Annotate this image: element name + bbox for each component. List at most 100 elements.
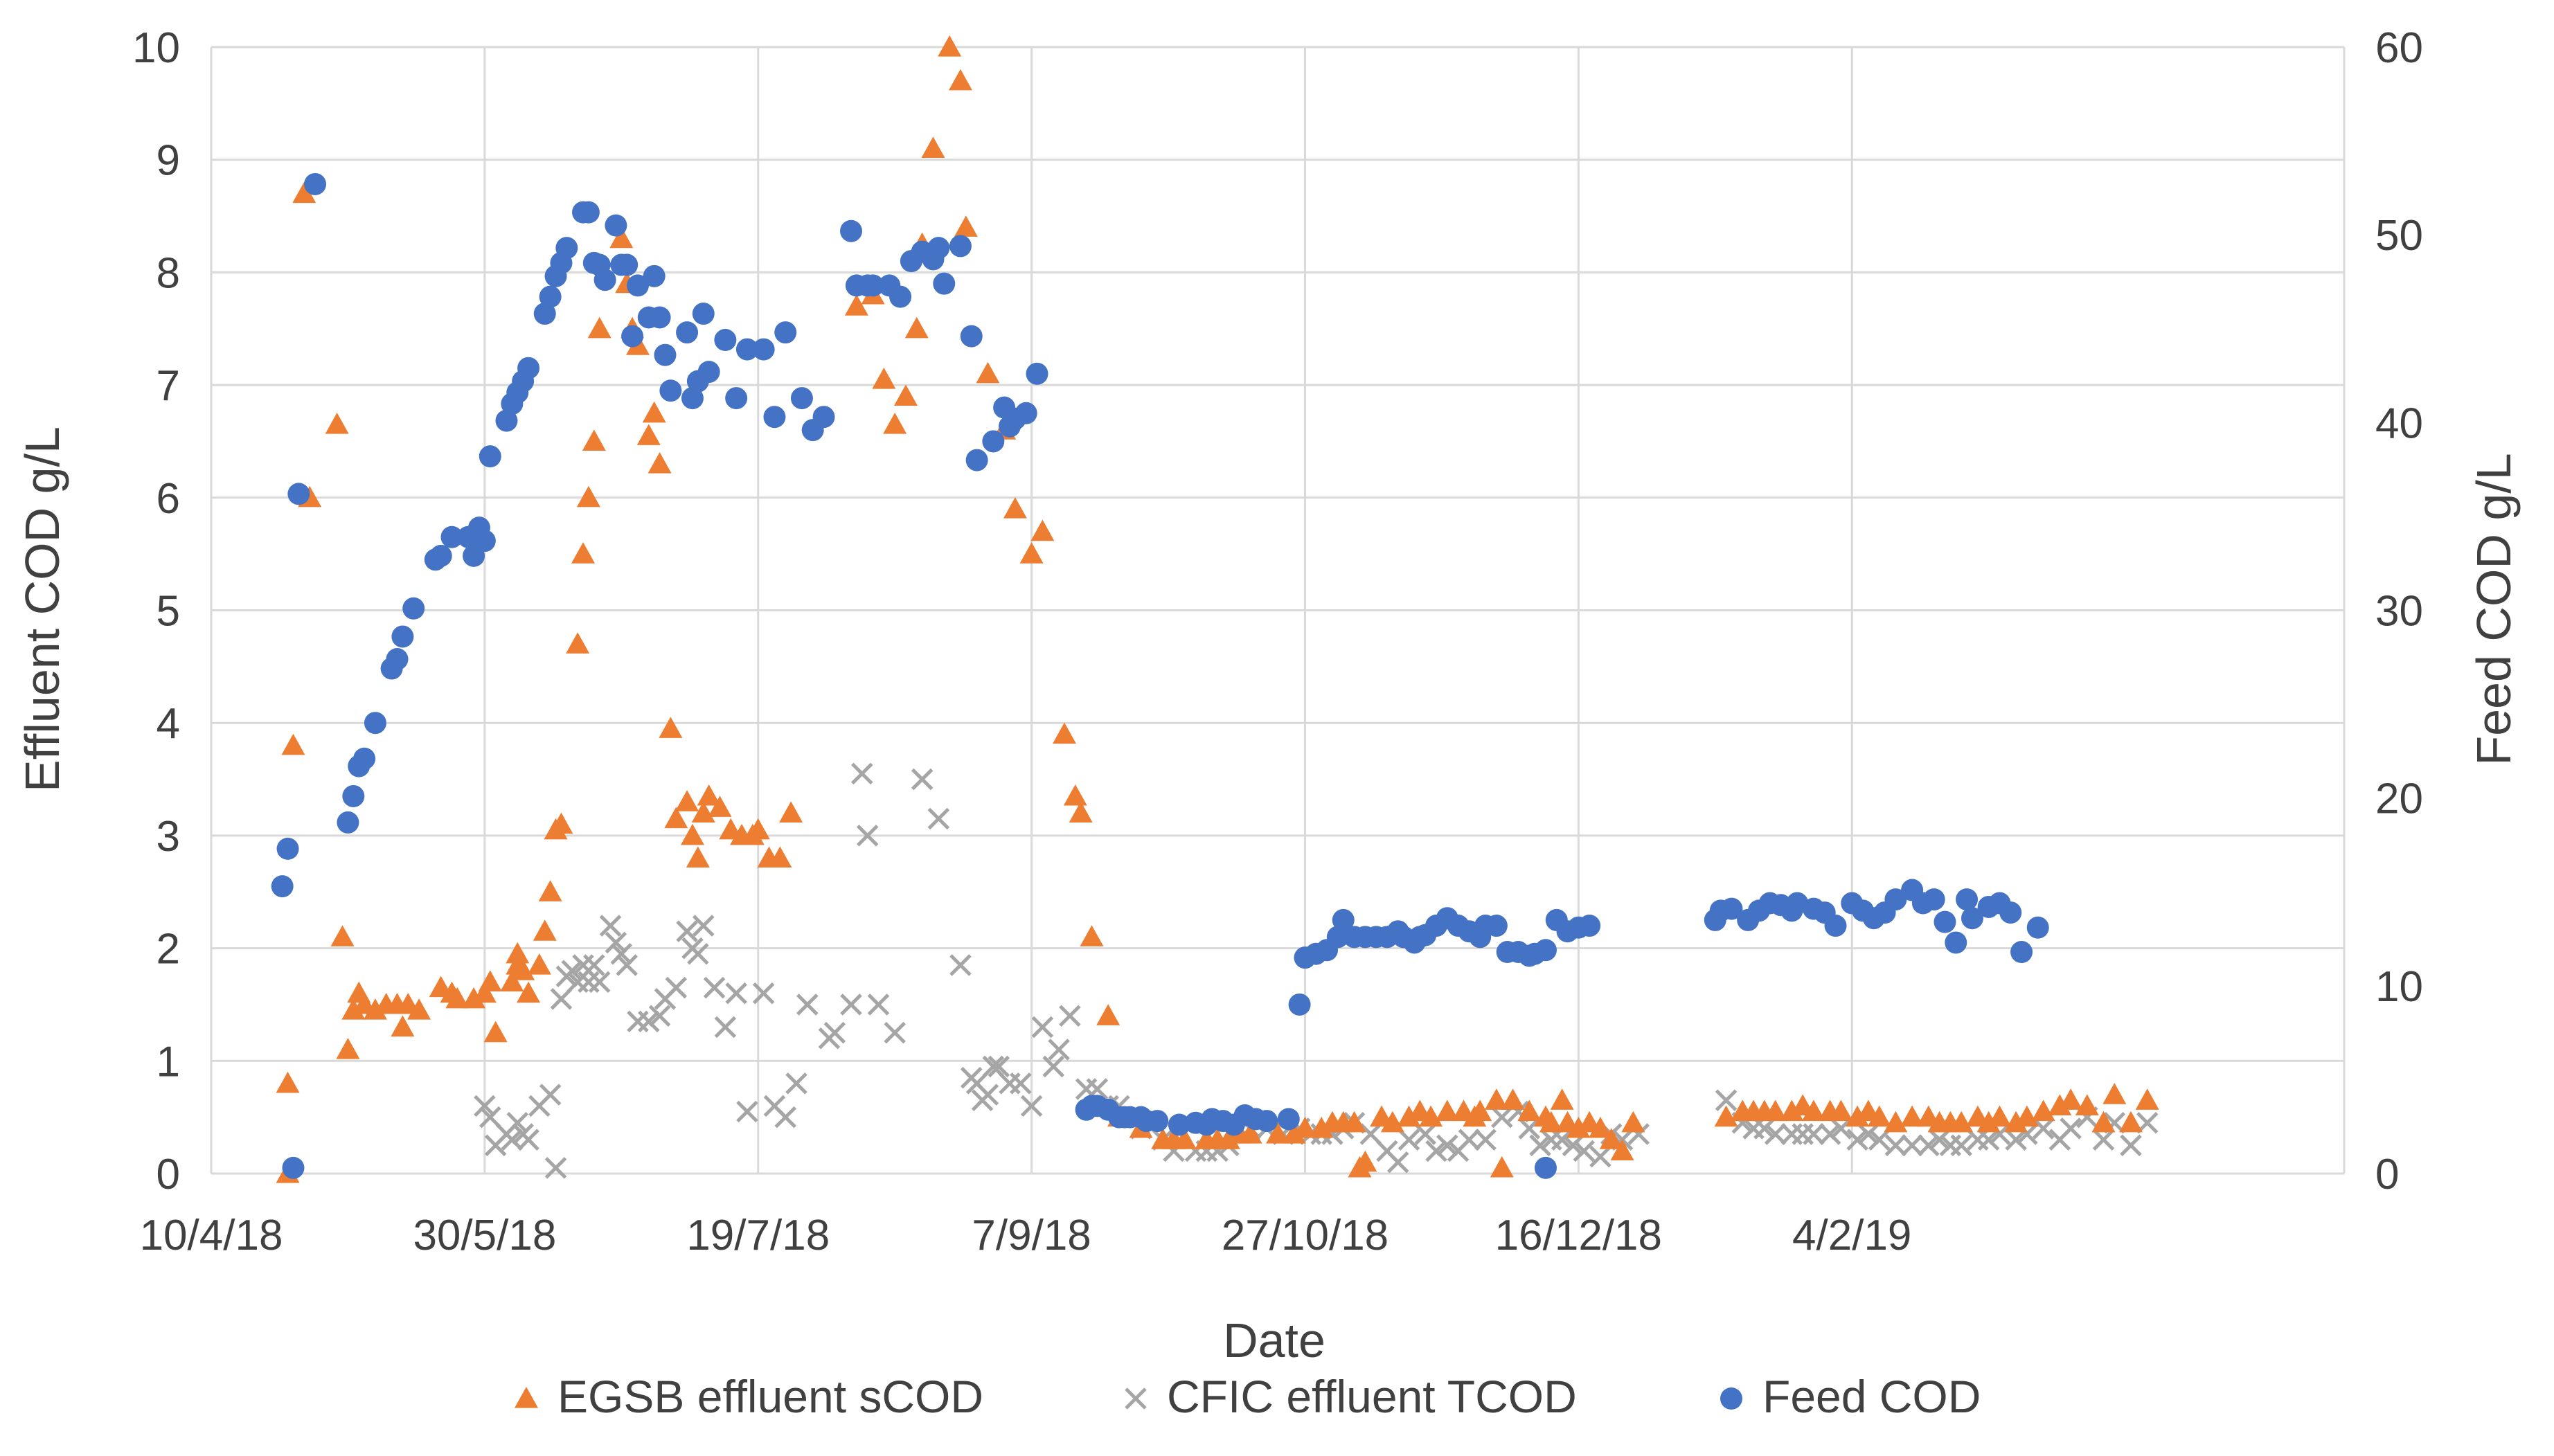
cfic-point: [1425, 1140, 1447, 1162]
feed-point: [440, 525, 463, 548]
feed-point: [391, 625, 414, 648]
feed-point: [1168, 1113, 1190, 1136]
cfic-point: [539, 1084, 562, 1106]
cfic-point: [1846, 1129, 1868, 1151]
x-tick-label: 16/12/18: [1495, 1212, 1662, 1259]
feed-point: [659, 379, 682, 402]
egsb-point: [462, 987, 486, 1009]
cfic-point-stroke: [638, 1010, 660, 1033]
egsb-point: [511, 959, 535, 980]
egsb-point: [1829, 1099, 1853, 1122]
cfic-point-stroke: [785, 1072, 807, 1095]
feed-point: [282, 1156, 305, 1179]
cfic-point-stroke: [736, 1100, 758, 1123]
cfic-point: [687, 942, 709, 965]
cfic-point: [714, 1016, 737, 1039]
cfic-point-stroke: [1977, 1129, 2000, 1151]
cfic-point: [725, 982, 747, 1005]
cfic-point: [752, 982, 775, 1005]
egsb-point: [527, 953, 551, 975]
feed-point: [342, 784, 365, 807]
cfic-point-stroke: [1020, 1095, 1043, 1117]
legend: EGSB effluent sCOD CFIC effluent TCOD Feed…: [515, 1371, 1981, 1422]
feed-point: [353, 747, 376, 770]
x-tick-label: 4/2/19: [1792, 1212, 1911, 1259]
y2-axis-title: Feed COD g/L: [2467, 453, 2521, 765]
egsb-point: [2119, 1111, 2143, 1133]
feed-point: [812, 406, 835, 429]
egsb-point: [1763, 1099, 1787, 1122]
egsb-point: [1484, 1088, 1508, 1110]
feed-point: [1922, 888, 1945, 911]
egsb-point: [779, 801, 803, 823]
y-tick-label: 9: [157, 137, 180, 185]
cfic-point: [736, 1100, 758, 1123]
cfic-point: [851, 762, 873, 785]
feed-point: [735, 338, 758, 361]
egsb-point: [1397, 1105, 1421, 1127]
feed-point: [2026, 916, 2049, 939]
feed-point: [676, 321, 699, 344]
cfic-point-stroke: [517, 1129, 539, 1151]
cfic-point-stroke: [1819, 1123, 1841, 1145]
cfic-point: [796, 994, 819, 1016]
y2-tick-label: 30: [2375, 588, 2423, 636]
egsb-point: [2004, 1111, 2028, 1133]
egsb-point: [483, 1021, 508, 1043]
cfic-point-stroke: [687, 942, 709, 965]
feed-point: [1485, 915, 1508, 937]
cfic-point-stroke: [2032, 1117, 2055, 1140]
cfic-point-stroke: [583, 954, 605, 976]
cfic-point-stroke: [982, 1055, 1005, 1078]
feed-point: [1277, 1108, 1300, 1131]
cfic-point: [605, 931, 627, 954]
cfic-point: [1764, 1123, 1787, 1145]
egsb-point: [2031, 1099, 2055, 1122]
cfic-point-stroke: [840, 994, 862, 1016]
cfic-point: [703, 976, 726, 999]
egsb-point: [904, 316, 929, 339]
egsb-point: [391, 1015, 415, 1037]
y-tick-label: 10: [132, 24, 180, 72]
cfic-point-stroke: [1507, 1100, 1530, 1123]
egsb-point: [1501, 1088, 1525, 1110]
cfic-point-stroke: [561, 960, 583, 982]
cfic-point-stroke: [867, 994, 890, 1016]
cfic-point-stroke: [539, 1084, 562, 1106]
egsb-point: [844, 294, 868, 316]
egsb-point: [407, 998, 431, 1020]
cfic-point-stroke: [1386, 1151, 1409, 1174]
cfic-point: [1753, 1117, 1776, 1140]
series-feed: [271, 172, 2049, 1179]
egsb-point: [697, 784, 721, 806]
y-tick-label: 0: [157, 1151, 180, 1198]
cfic-point: [884, 1021, 906, 1044]
x-tick-label: 10/4/18: [140, 1212, 283, 1259]
feed-point: [1015, 402, 1037, 424]
cfic-point: [1884, 1134, 1907, 1157]
legend-marker: [1125, 1387, 1147, 1410]
cfic-point: [1458, 1129, 1481, 1151]
legend-label: EGSB effluent sCOD: [557, 1371, 983, 1422]
cfic-point-stroke: [1425, 1140, 1447, 1162]
cfic-point-stroke: [1715, 1089, 1738, 1112]
cfic-point-stroke: [1868, 1129, 1891, 1151]
egsb-point: [538, 880, 562, 901]
cfic-point: [2060, 1117, 2082, 1140]
cfic-point: [1474, 1129, 1497, 1151]
y2-tick-label: 50: [2375, 212, 2423, 260]
cfic-point-stroke: [725, 982, 747, 1005]
egsb-point: [883, 413, 907, 434]
egsb-point: [1517, 1099, 1542, 1122]
cfic-point: [599, 915, 622, 937]
feed-point: [616, 253, 638, 276]
cfic-point-stroke: [1884, 1134, 1907, 1157]
cfic-point: [785, 1072, 807, 1095]
feed-point: [2010, 941, 2033, 964]
egsb-point: [921, 136, 945, 159]
cfic-point-stroke: [588, 971, 611, 994]
feed-point: [605, 214, 627, 237]
feed-point: [517, 357, 540, 379]
feed-point: [479, 445, 501, 468]
